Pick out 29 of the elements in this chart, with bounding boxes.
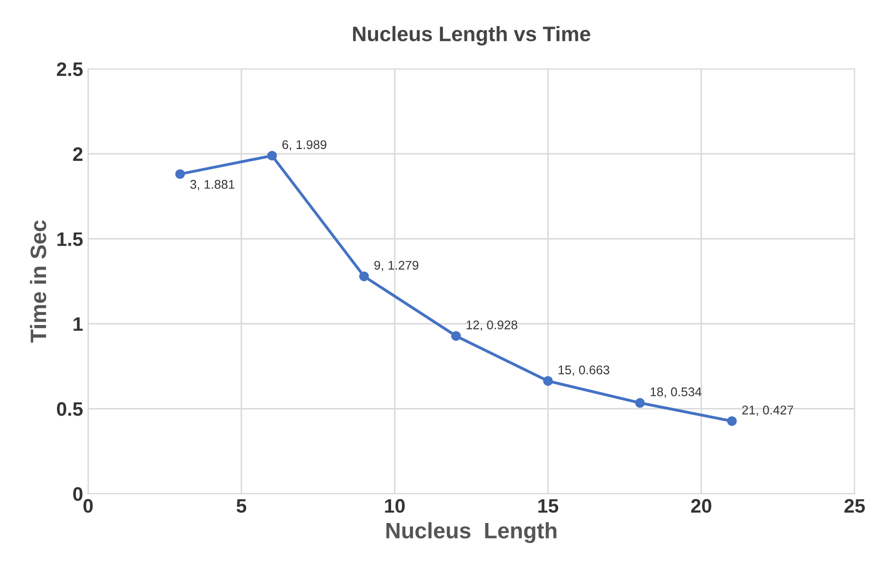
point: [543, 376, 553, 386]
data-label: 15, 0.663: [558, 366, 610, 376]
data-label: 9, 1.279: [374, 260, 418, 272]
x-tick-label: 5: [236, 499, 246, 513]
x-tick-label: 10: [385, 499, 405, 513]
data-label: 6, 1.989: [282, 140, 326, 151]
y-tick-label: 1.5: [57, 232, 83, 246]
point: [727, 416, 737, 426]
x-tick-label: 20: [691, 499, 712, 513]
data-label: 21, 0.427: [742, 406, 794, 416]
x-tick-label: 0: [83, 499, 93, 513]
x-tick-label: 25: [844, 499, 865, 513]
point: [451, 331, 461, 341]
chart-title: Nucleus Length vs Time: [353, 26, 590, 46]
y-tick-label: 0.5: [56, 402, 83, 416]
y-tick-label: 1: [74, 317, 83, 331]
data-label: 18, 0.534: [650, 387, 702, 398]
y-axis-title: Time in Sec: [30, 220, 46, 343]
data-label: 3, 1.881: [190, 180, 234, 190]
x-tick-label: 15: [538, 499, 558, 513]
y-tick-label: 2.5: [56, 62, 83, 76]
point: [175, 169, 185, 179]
point: [267, 150, 277, 161]
y-tick-label: 0: [73, 487, 82, 501]
data-label: 12, 0.928: [466, 320, 518, 331]
point: [635, 398, 645, 408]
x-axis-title: Nucleus Length: [386, 522, 556, 543]
y-tick-label: 2: [73, 147, 82, 161]
point: [359, 271, 369, 282]
